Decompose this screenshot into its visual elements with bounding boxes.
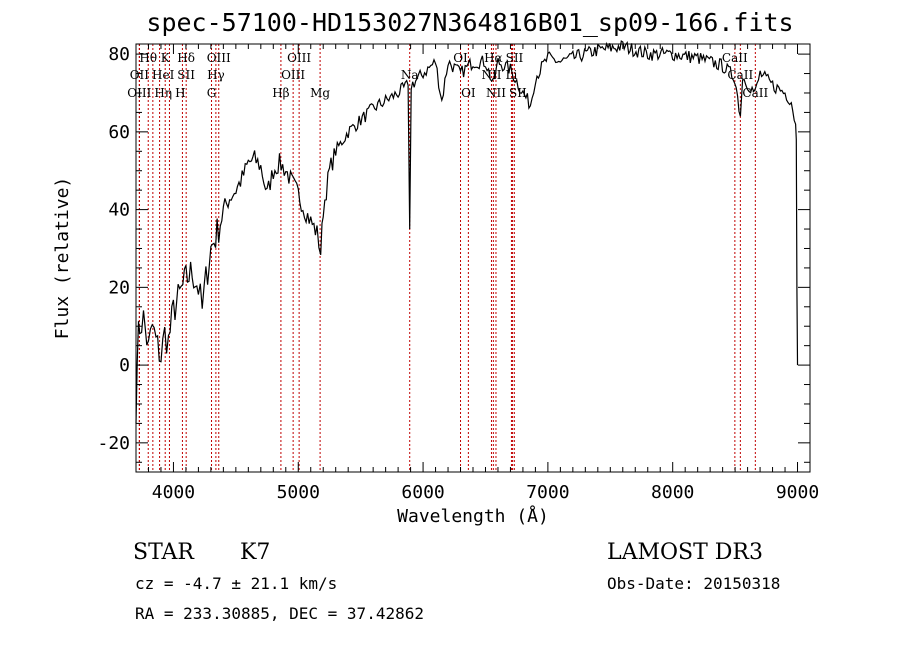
x-tick-label: 8000 <box>651 482 694 503</box>
y-axis-label: Flux (relative) <box>52 177 73 340</box>
obs-date: Obs-Date: 20150318 <box>607 574 781 593</box>
line-label: Hη <box>154 86 172 100</box>
chart-title: spec-57100-HD153027N364816B01_sp09-166.f… <box>146 8 794 37</box>
line-label: HeI <box>152 68 175 82</box>
line-label: CaII <box>742 86 768 100</box>
line-label: NII <box>486 86 506 100</box>
y-tick-label: -20 <box>97 433 130 454</box>
object-subclass: K7 <box>240 540 271 565</box>
line-label: CaII <box>727 68 753 82</box>
object-class: STAR <box>133 540 194 565</box>
line-label: SII <box>177 68 195 82</box>
x-tick-label: 7000 <box>526 482 569 503</box>
x-tick-label: 6000 <box>401 482 444 503</box>
y-tick-label: 40 <box>108 200 130 221</box>
y-tick-label: 60 <box>108 122 130 143</box>
survey-label: LAMOST DR3 <box>607 540 763 565</box>
line-label: NII <box>482 68 502 82</box>
line-label: H <box>175 86 185 100</box>
line-label: OIII <box>127 86 151 100</box>
coordinates: RA = 233.30885, DEC = 37.42862 <box>135 604 424 623</box>
line-label: OIII <box>281 68 305 82</box>
line-label: SII <box>509 86 527 100</box>
line-label: Li <box>506 68 518 82</box>
line-label: Hα <box>484 51 503 65</box>
line-label: OI <box>461 86 476 100</box>
spectrum-line <box>135 40 799 424</box>
line-label: Mg <box>310 86 330 100</box>
x-tick-label: 9000 <box>776 482 819 503</box>
line-label: Na <box>401 68 419 82</box>
line-label: OIII <box>287 51 311 65</box>
line-label: G <box>207 86 217 100</box>
line-label: SII <box>506 51 524 65</box>
y-tick-label: 0 <box>119 355 130 376</box>
line-label: OI <box>453 51 468 65</box>
x-tick-label: 5000 <box>277 482 320 503</box>
line-label: Hγ <box>207 68 225 82</box>
y-tick-label: 20 <box>108 277 130 298</box>
x-tick-label: 4000 <box>152 482 195 503</box>
line-label: Hδ <box>177 51 195 65</box>
x-axis-label: Wavelength (Å) <box>397 505 549 527</box>
line-label: Hβ <box>272 86 289 100</box>
line-label: K <box>161 51 171 65</box>
plot-frame <box>135 43 811 473</box>
redshift-text: cz = -4.7 ± 21.1 km/s <box>135 574 338 593</box>
line-label: OIII <box>207 51 231 65</box>
line-label: Hθ <box>139 51 157 65</box>
line-label: OII <box>130 68 150 82</box>
y-tick-label: 80 <box>108 44 130 65</box>
line-label: CaII <box>722 51 748 65</box>
